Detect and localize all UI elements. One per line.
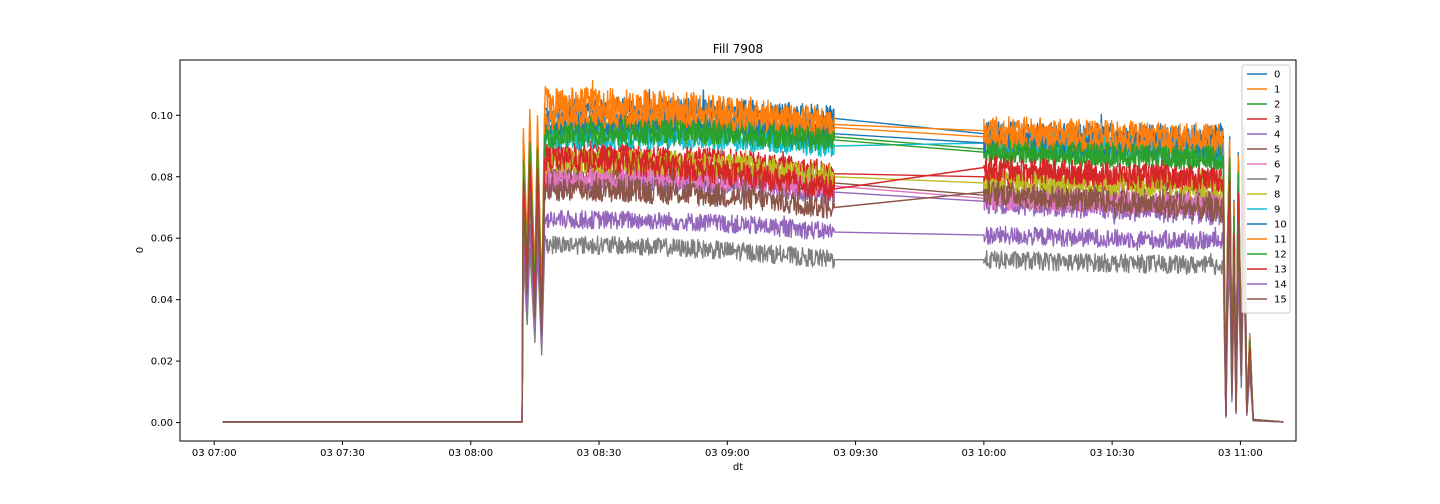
- x-axis-title: dt: [733, 462, 743, 473]
- series-line-12: [222, 113, 1284, 423]
- x-tick-label: 03 08:30: [577, 448, 622, 459]
- legend-label-7: 7: [1274, 175, 1280, 186]
- x-tick-label: 03 09:30: [833, 448, 878, 459]
- x-tick-label: 03 09:00: [705, 448, 750, 459]
- y-tick-label: 0.08: [151, 172, 173, 183]
- x-tick-label: 03 08:00: [448, 448, 493, 459]
- x-tick-label: 03 10:00: [961, 448, 1006, 459]
- legend-label-14: 14: [1274, 280, 1287, 291]
- series-line-14: [222, 210, 1284, 423]
- legend-label-11: 11: [1274, 235, 1287, 246]
- legend-label-1: 1: [1274, 85, 1280, 96]
- series-line-11: [222, 96, 1284, 423]
- y-tick-label: 0.06: [151, 234, 173, 245]
- legend-label-2: 2: [1274, 100, 1280, 111]
- y-axis-title: 0: [135, 247, 146, 253]
- legend-label-15: 15: [1274, 295, 1287, 306]
- series-line-7: [222, 235, 1284, 423]
- legend-label-13: 13: [1274, 265, 1287, 276]
- series-line-13: [222, 146, 1284, 423]
- x-axis: 03 07:00 03 07:30 03 08:00 03 08:30 03 09:00…: [192, 441, 1263, 459]
- legend-label-6: 6: [1274, 160, 1280, 171]
- x-tick-label: 03 10:30: [1090, 448, 1135, 459]
- x-tick-label: 03 07:30: [320, 448, 365, 459]
- y-tick-label: 0.00: [151, 418, 173, 429]
- legend-label-3: 3: [1274, 115, 1280, 126]
- chart-title: Fill 7908: [713, 42, 763, 56]
- legend-label-12: 12: [1274, 250, 1287, 261]
- series-line-15: [222, 176, 1284, 423]
- legend-label-0: 0: [1274, 70, 1280, 81]
- y-tick-label: 0.04: [151, 295, 173, 306]
- legend-label-5: 5: [1274, 145, 1280, 156]
- series-layer: [222, 79, 1284, 423]
- legend-box: [1241, 64, 1291, 314]
- legend-label-8: 8: [1274, 190, 1280, 201]
- y-tick-label: 0.02: [151, 357, 173, 368]
- x-tick-label: 03 07:00: [192, 448, 237, 459]
- x-tick-label: 03 11:00: [1218, 448, 1263, 459]
- legend-label-4: 4: [1274, 130, 1280, 141]
- legend-label-9: 9: [1274, 205, 1280, 216]
- y-tick-label: 0.10: [151, 111, 173, 122]
- y-axis: 0.00 0.02 0.04 0.06 0.08 0.10: [151, 111, 180, 429]
- plot-frame: [179, 59, 1297, 442]
- legend-label-10: 10: [1274, 220, 1287, 231]
